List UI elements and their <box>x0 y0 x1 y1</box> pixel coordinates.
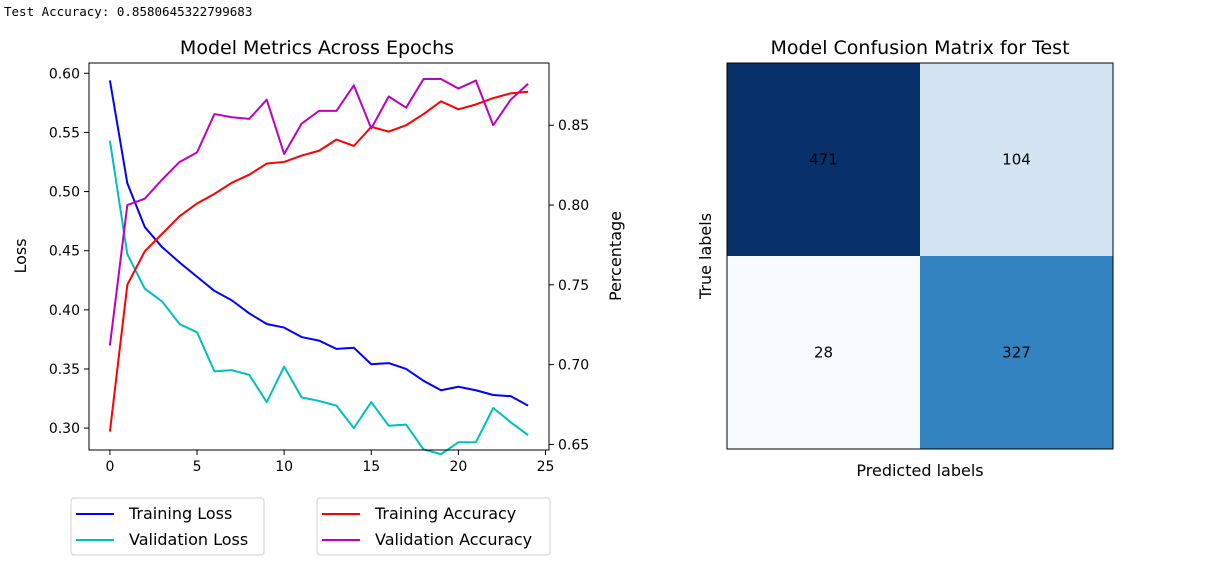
matrix-cell-value: 104 <box>1002 151 1031 169</box>
confusion-matrix-y-label: True labels <box>696 213 715 300</box>
legend-label: Training Accuracy <box>374 504 516 523</box>
series-line-training-accuracy <box>108 90 529 432</box>
x-tick-label: 20 <box>449 459 467 475</box>
y-tick-label: 0.30 <box>49 421 80 437</box>
y-tick-label: 0.45 <box>49 244 80 260</box>
line-chart-frame <box>88 62 550 451</box>
metrics-line-chart: Model Metrics Across Epochs 0 5 10 15 20 25 0… <box>11 37 625 475</box>
confusion-matrix-frame <box>726 62 1114 450</box>
matrix-cell-value: 471 <box>809 151 838 169</box>
matrix-cell <box>920 63 1113 256</box>
confusion-matrix-chart: Model Confusion Matrix for Test 471 104 28… <box>696 37 1114 480</box>
legend-label: Training Loss <box>128 504 232 523</box>
y2-tick-label: 0.65 <box>558 437 589 453</box>
x-tick-label: 0 <box>105 459 114 475</box>
x-tick-label: 25 <box>537 459 555 475</box>
x-tick-label: 5 <box>193 459 202 475</box>
matrix-cell-value: 327 <box>1002 344 1031 362</box>
y-tick-label: 0.50 <box>49 185 80 201</box>
y-tick-label: 0.55 <box>49 125 80 141</box>
legend-loss-frame <box>70 497 265 556</box>
line-chart-y2-axis-label: Percentage <box>606 211 625 301</box>
matrix-cell <box>727 256 920 449</box>
legend-label: Validation Loss <box>129 530 248 549</box>
y-tick-label: 0.35 <box>49 362 80 378</box>
series-line-training-loss <box>108 80 529 407</box>
matrix-cell <box>727 63 920 256</box>
legend-label: Validation Accuracy <box>375 530 532 549</box>
legend-accuracy-frame <box>316 497 551 556</box>
y2-tick-label: 0.70 <box>558 358 589 374</box>
y2-tick-label: 0.80 <box>558 198 589 214</box>
x-tick-label: 10 <box>275 459 293 475</box>
confusion-matrix-x-label: Predicted labels <box>856 461 983 480</box>
legend-accuracy: Training Accuracy Validation Accuracy <box>316 497 551 556</box>
x-tick-label: 15 <box>362 459 380 475</box>
legend-loss: Training Loss Validation Loss <box>70 497 265 556</box>
series-line-validation-loss <box>108 140 529 456</box>
y2-tick-label: 0.75 <box>558 278 589 294</box>
confusion-matrix-title: Model Confusion Matrix for Test <box>770 37 1069 59</box>
matrix-cell-value: 28 <box>814 344 833 362</box>
line-chart-y-axis-label: Loss <box>11 238 30 273</box>
y-tick-label: 0.60 <box>49 66 80 82</box>
y2-tick-label: 0.85 <box>558 118 589 134</box>
series-line-validation-accuracy <box>108 77 529 346</box>
y-tick-label: 0.40 <box>49 303 80 319</box>
test-accuracy-output: Test Accuracy: 0.8580645322799683 <box>4 4 253 19</box>
line-chart-title: Model Metrics Across Epochs <box>180 37 454 59</box>
matrix-cell <box>920 256 1113 449</box>
